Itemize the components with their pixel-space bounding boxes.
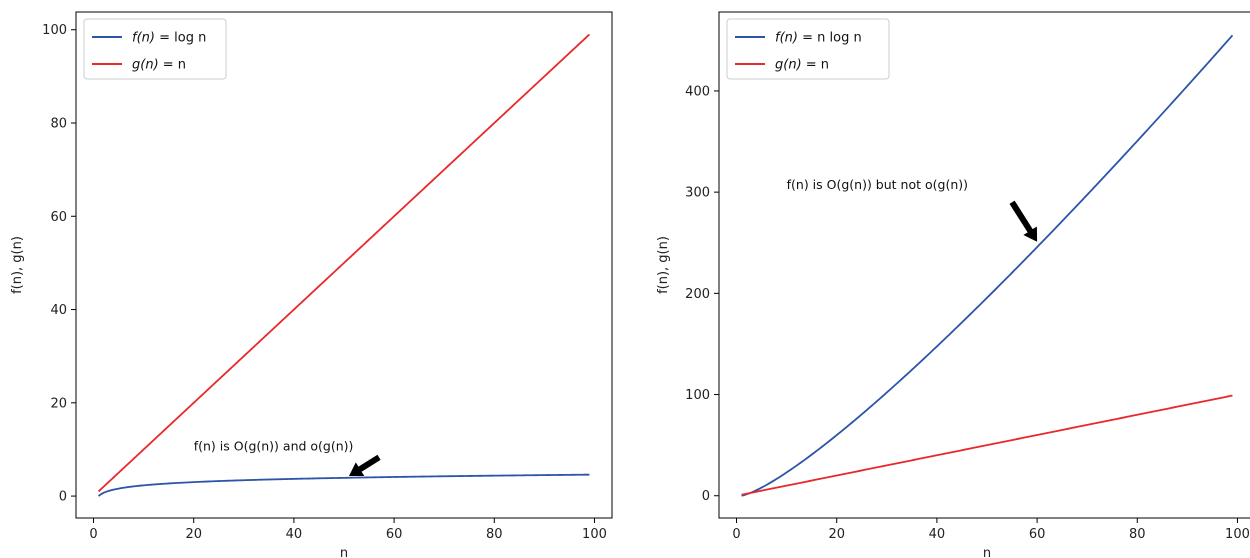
plot-area-frame [75, 11, 613, 519]
legend-box [726, 18, 890, 80]
series-line-1 [97, 33, 591, 493]
series-line-0 [97, 473, 590, 497]
x-tick-label: 100 [582, 527, 607, 542]
legend: f(n) = log n g(n) = n [83, 18, 227, 80]
x-tick-label: 20 [185, 527, 202, 542]
legend-entry-label: f(n) = n log n [775, 31, 862, 46]
y-axis-label: f(n), g(n) [656, 236, 671, 294]
y-tick-label: 0 [59, 490, 67, 505]
x-axis-label: n [983, 546, 991, 558]
legend-entry-label: g(n) = n [775, 58, 829, 73]
series-layer [97, 33, 591, 497]
ticks-layer: 0 20 40 60 80 100 0 100 200 300 400 [685, 84, 1250, 542]
y-tick-label: 100 [685, 388, 710, 403]
series-line-1 [741, 394, 1233, 496]
x-tick-label: 80 [486, 527, 503, 542]
x-tick-label: 40 [286, 527, 303, 542]
x-tick-label: 60 [1029, 527, 1046, 542]
y-tick-label: 20 [50, 396, 67, 411]
y-tick-label: 60 [50, 210, 67, 225]
left-plot: 0 20 40 60 80 100 0 20 40 60 80 100 f(n) is O(g(n))… [10, 11, 613, 558]
x-tick-label: 0 [89, 527, 97, 542]
right-plot: 0 20 40 60 80 100 0 100 200 300 400 f(n) is O(g(n)… [656, 11, 1250, 558]
y-tick-label: 100 [42, 23, 67, 38]
x-tick-label: 40 [929, 527, 946, 542]
x-tick-label: 100 [1225, 527, 1250, 542]
y-tick-label: 40 [50, 303, 67, 318]
legend: f(n) = n log n g(n) = n [726, 18, 890, 80]
series-layer [741, 34, 1234, 497]
y-tick-label: 0 [702, 489, 710, 504]
annotation-layer: f(n) is O(g(n)) and o(g(n)) [194, 438, 381, 476]
x-tick-label: 20 [828, 527, 845, 542]
x-tick-label: 80 [1129, 527, 1146, 542]
y-axis-label: f(n), g(n) [10, 236, 25, 294]
plot-area-frame [718, 11, 1250, 519]
series-line-0 [741, 34, 1234, 497]
annotation-layer: f(n) is O(g(n)) but not o(g(n)) [787, 177, 1038, 242]
x-tick-label: 0 [732, 527, 740, 542]
annotation-text: f(n) is O(g(n)) but not o(g(n)) [787, 177, 968, 192]
annotation-text: f(n) is O(g(n)) and o(g(n)) [194, 438, 354, 453]
y-tick-label: 300 [685, 186, 710, 201]
annotation-arrow [1009, 200, 1038, 242]
x-axis-label: n [340, 546, 348, 558]
legend-entry-label: f(n) = log n [132, 31, 206, 46]
annotation-arrow [349, 454, 381, 476]
y-tick-label: 400 [685, 84, 710, 99]
ticks-layer: 0 20 40 60 80 100 0 20 40 60 80 100 [42, 23, 607, 542]
y-tick-label: 80 [50, 116, 67, 131]
x-tick-label: 60 [386, 527, 403, 542]
y-tick-label: 200 [685, 287, 710, 302]
legend-entry-label: g(n) = n [132, 58, 186, 73]
